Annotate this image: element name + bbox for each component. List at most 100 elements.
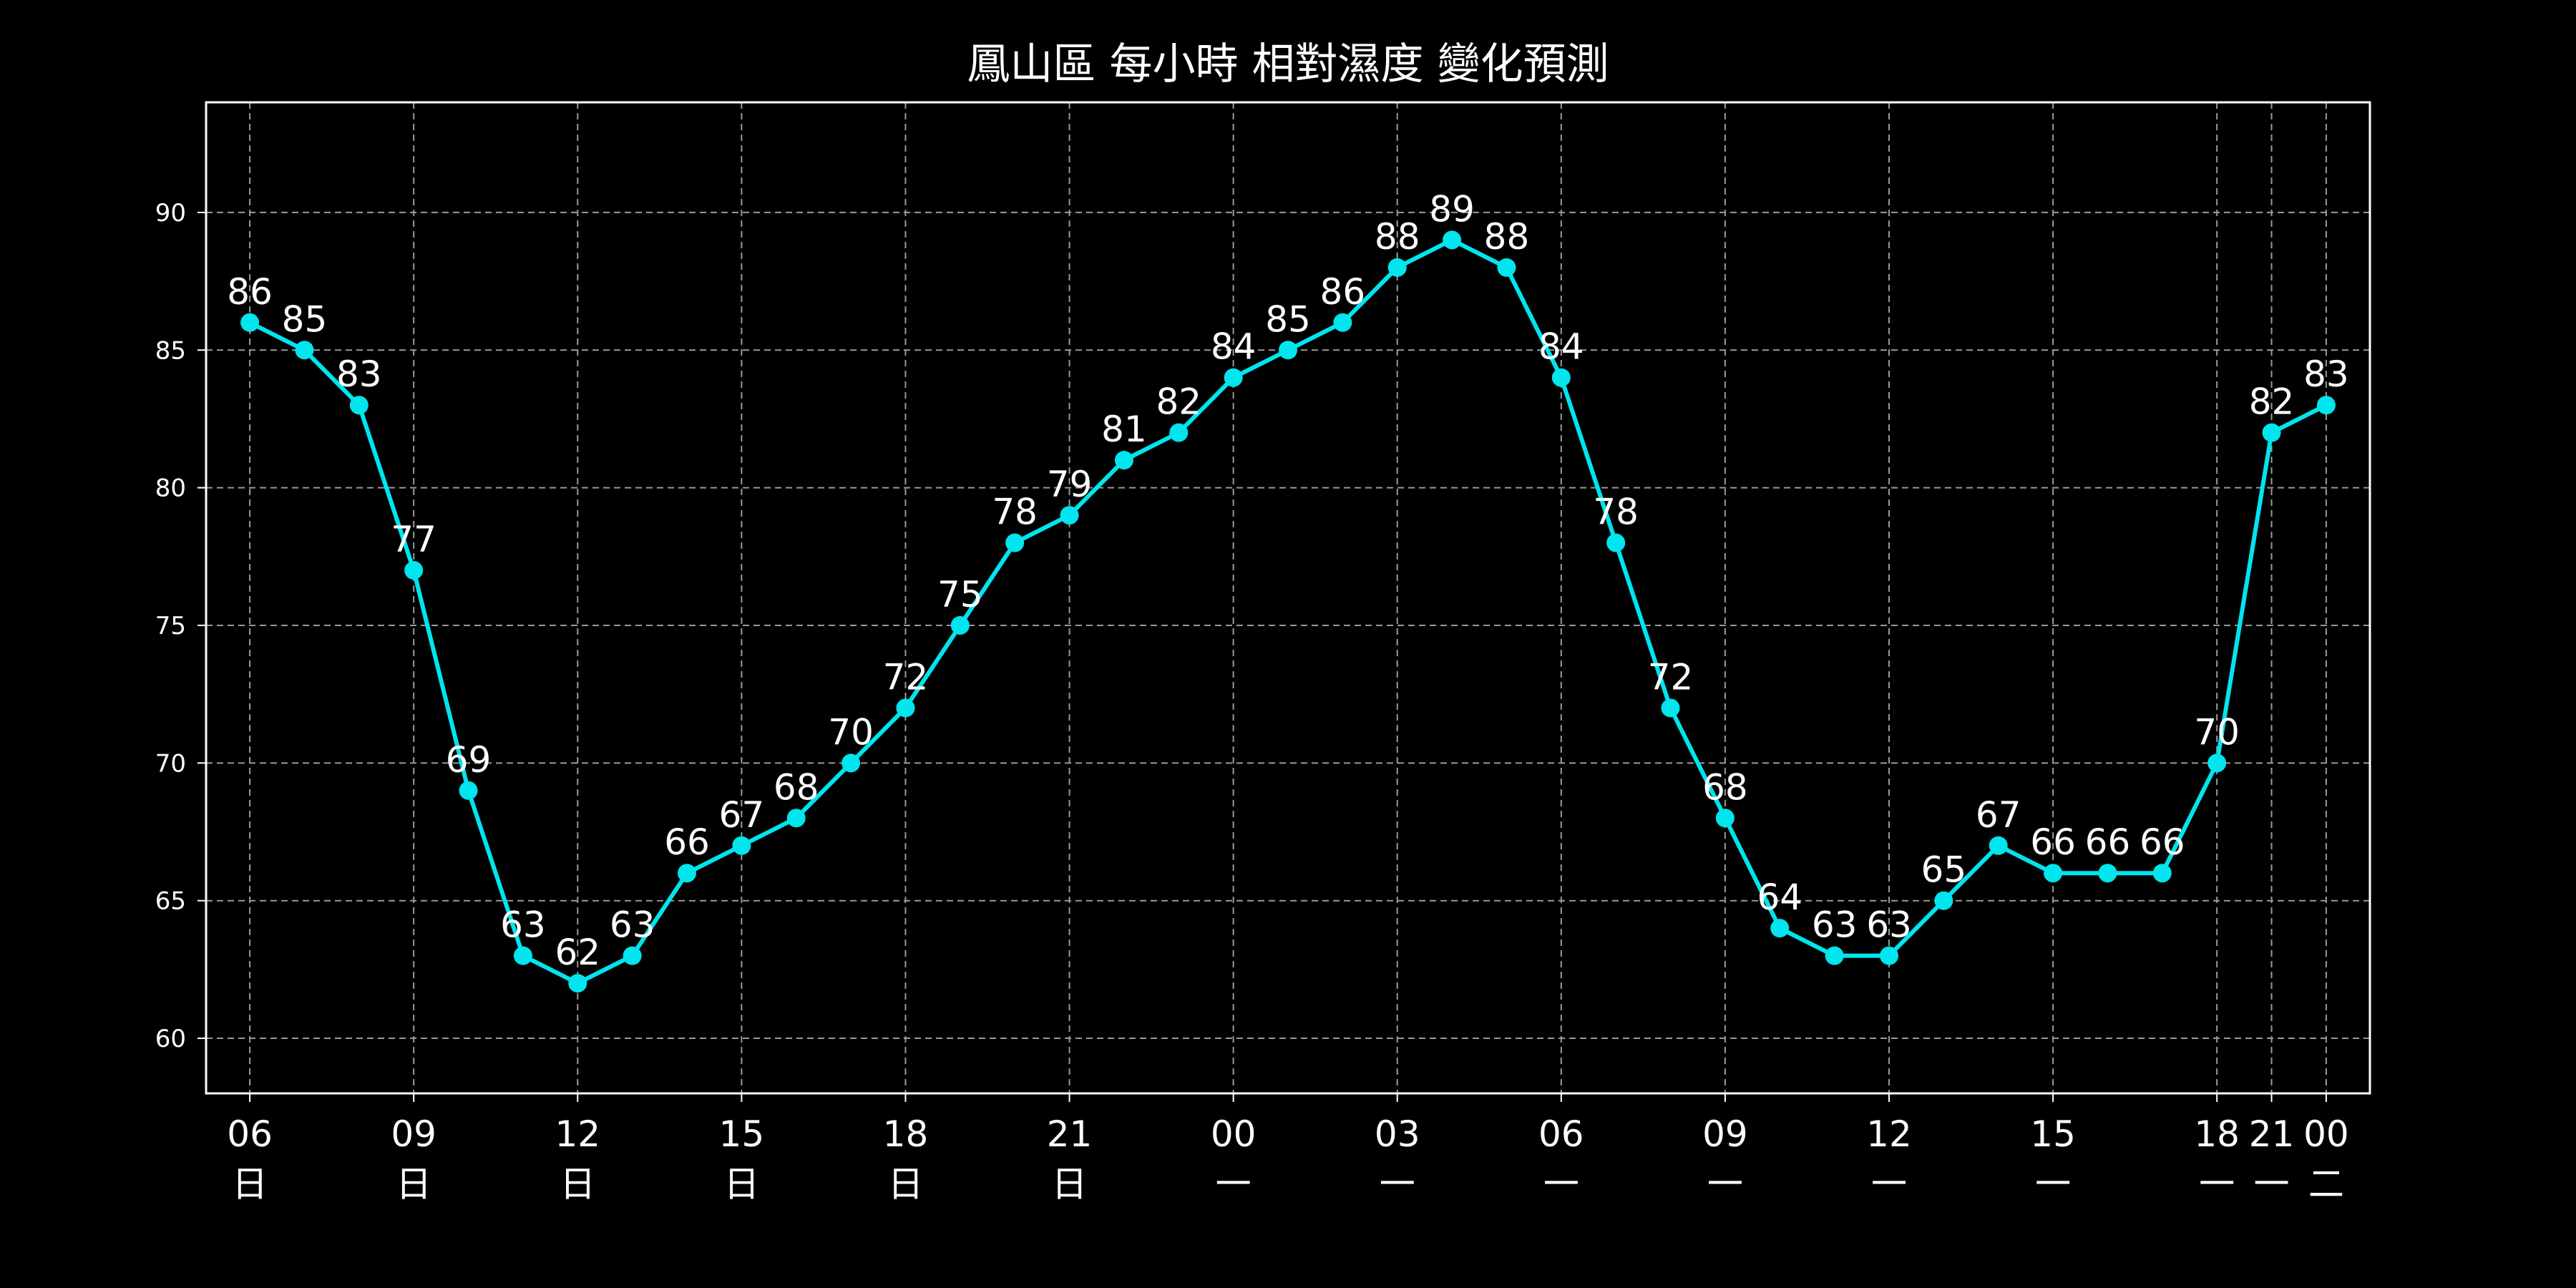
x-tick-hour: 18 — [2194, 1113, 2240, 1155]
x-tick-hour: 09 — [1702, 1113, 1748, 1155]
data-point — [1443, 230, 1462, 250]
data-label: 70 — [2194, 711, 2240, 753]
data-label: 67 — [719, 794, 765, 836]
x-tick-day: 日 — [723, 1163, 759, 1205]
data-point — [1060, 506, 1079, 525]
data-label: 62 — [555, 932, 600, 973]
data-point — [459, 781, 478, 800]
data-point — [1825, 946, 1844, 965]
grid — [206, 102, 2370, 1093]
data-label: 70 — [828, 711, 874, 753]
data-point — [1715, 809, 1735, 828]
data-point — [1169, 423, 1189, 442]
data-point — [1005, 533, 1025, 552]
x-tick-hour: 15 — [719, 1113, 765, 1155]
x-tick-hour: 06 — [227, 1113, 273, 1155]
data-label: 88 — [1375, 216, 1420, 258]
data-point — [1279, 341, 1297, 360]
y-tick-label: 65 — [155, 887, 186, 916]
data-point — [841, 753, 861, 773]
data-label: 68 — [1702, 766, 1748, 808]
data-label: 64 — [1757, 877, 1802, 918]
x-tick-hour: 00 — [1211, 1113, 1257, 1155]
data-point — [1606, 533, 1626, 552]
data-point — [1880, 946, 1898, 965]
data-label: 89 — [1429, 188, 1475, 230]
y-tick-label: 80 — [155, 474, 186, 503]
x-tick-hour: 12 — [1866, 1113, 1912, 1155]
x-tick-hour: 15 — [2030, 1113, 2076, 1155]
x-tick-hour: 21 — [2249, 1113, 2295, 1155]
data-label: 78 — [1593, 492, 1639, 533]
data-label: 69 — [446, 739, 492, 781]
data-label: 72 — [883, 656, 929, 698]
x-tick-hour: 06 — [1538, 1113, 1584, 1155]
data-point — [240, 313, 260, 332]
data-point — [732, 836, 751, 855]
data-point — [623, 946, 642, 965]
data-label: 63 — [1866, 904, 1912, 946]
data-label: 75 — [937, 574, 983, 615]
data-label: 86 — [1320, 271, 1366, 313]
data-label: 85 — [282, 298, 328, 340]
x-tick-day: 日 — [396, 1163, 431, 1205]
data-label: 85 — [1265, 298, 1311, 340]
data-label: 67 — [1976, 794, 2021, 836]
data-point — [349, 396, 369, 415]
data-label: 78 — [992, 492, 1038, 533]
data-point — [2044, 864, 2063, 883]
data-point — [1387, 258, 1407, 277]
data-label: 86 — [227, 271, 273, 313]
data-label: 66 — [2085, 821, 2131, 863]
data-label: 84 — [1538, 326, 1584, 368]
data-point — [1333, 313, 1352, 332]
x-tick-hour: 09 — [391, 1113, 436, 1155]
data-point — [1770, 919, 1790, 938]
data-label: 82 — [2249, 381, 2295, 423]
data-point — [295, 341, 314, 360]
data-point — [1661, 698, 1680, 718]
chart-title: 鳳山區 每小時 相對濕度 變化預測 — [967, 39, 1609, 89]
data-label: 66 — [664, 821, 710, 863]
series-humidity — [240, 230, 2336, 993]
y-tick-label: 75 — [155, 612, 186, 640]
data-label: 82 — [1156, 381, 1201, 423]
data-point — [2316, 396, 2336, 415]
x-tick-day: 二 — [2308, 1163, 2344, 1205]
x-tick-day: 一 — [1216, 1163, 1252, 1205]
data-point — [404, 561, 424, 580]
data-label: 65 — [1921, 849, 1967, 891]
data-point — [2207, 753, 2227, 773]
data-label: 83 — [2303, 353, 2349, 395]
y-axis: 60 65 70 75 80 85 90 — [155, 199, 206, 1053]
x-tick-day: 日 — [560, 1163, 595, 1205]
data-point — [2262, 423, 2281, 442]
data-point — [513, 946, 532, 965]
data-point — [2152, 864, 2172, 883]
data-point — [786, 809, 806, 828]
data-labels: 8685837769636263666768707275787981828485… — [227, 188, 2348, 973]
data-point — [678, 864, 696, 883]
x-tick-day: 一 — [2035, 1163, 2071, 1205]
data-label: 79 — [1047, 464, 1093, 505]
data-label: 63 — [1812, 904, 1858, 946]
x-tick-hour: 21 — [1047, 1113, 1093, 1155]
x-tick-day: 一 — [2254, 1163, 2290, 1205]
x-tick-day: 一 — [1707, 1163, 1743, 1205]
data-label: 66 — [2140, 821, 2185, 863]
data-point — [2098, 864, 2117, 883]
x-tick-day: 一 — [1543, 1163, 1579, 1205]
x-tick-hour: 00 — [2303, 1113, 2349, 1155]
data-label: 81 — [1101, 409, 1147, 450]
data-point — [1224, 368, 1243, 387]
data-label: 63 — [610, 904, 655, 946]
x-tick-day: 一 — [1871, 1163, 1907, 1205]
data-point — [1114, 451, 1133, 470]
x-tick-day: 日 — [1052, 1163, 1088, 1205]
x-axis: 06日09日12日15日18日21日00一03一06一09一12一15一18一2… — [227, 1093, 2349, 1205]
x-tick-day: 日 — [887, 1163, 923, 1205]
x-tick-day: 日 — [232, 1163, 268, 1205]
data-label: 72 — [1648, 656, 1694, 698]
x-tick-hour: 12 — [555, 1113, 600, 1155]
